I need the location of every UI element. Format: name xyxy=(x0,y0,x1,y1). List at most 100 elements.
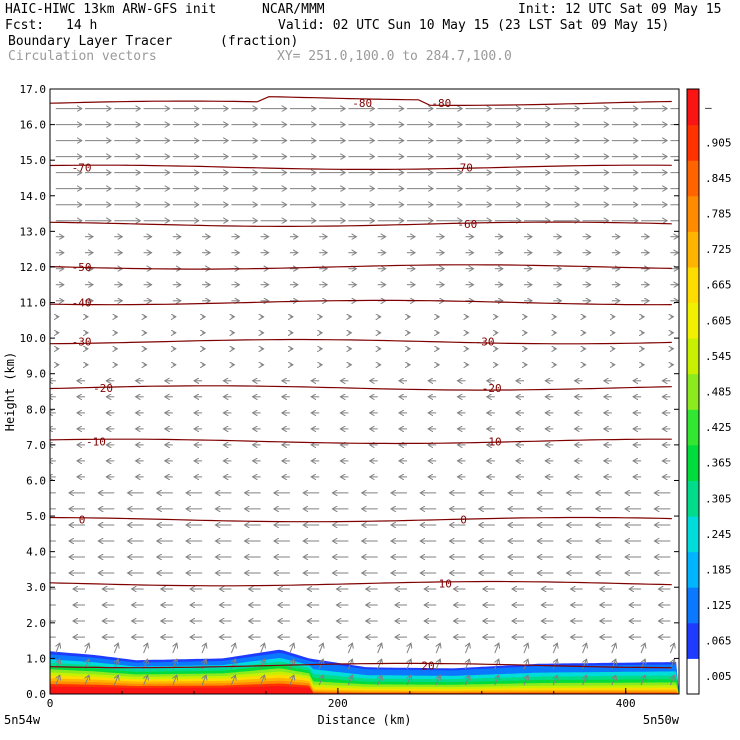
y-tick-label: 0.0 xyxy=(26,688,46,701)
contour-line xyxy=(50,299,672,306)
fcst-label: Fcst: xyxy=(5,18,45,33)
vector-arrow xyxy=(524,643,528,654)
colorbar-swatch xyxy=(687,266,699,303)
contour-line xyxy=(50,96,672,106)
vector-arrow xyxy=(553,659,557,670)
y-tick-label: 11.0 xyxy=(20,297,47,310)
colorbar-swatch xyxy=(687,373,699,410)
contour-line xyxy=(50,385,672,391)
vector-arrow xyxy=(114,675,118,686)
vector-arrow xyxy=(407,643,411,654)
cross-section-coords: XY= 251.0,100.0 to 284.7,100.0 xyxy=(277,49,512,64)
contour-label: -70 xyxy=(453,161,473,174)
vector-arrow xyxy=(348,643,352,654)
y-tick-label: 10.0 xyxy=(20,332,47,345)
colorbar-swatch xyxy=(687,160,699,197)
contour-line xyxy=(50,662,672,669)
vector-arrow xyxy=(319,675,323,686)
vector-arrow xyxy=(231,643,235,654)
vector-arrow xyxy=(290,659,294,670)
contour-line xyxy=(50,338,672,345)
y-tick-label: 13.0 xyxy=(20,225,47,238)
colorbar-swatch xyxy=(687,195,699,232)
y-tick-label: 12.0 xyxy=(20,261,47,274)
vector-arrow xyxy=(85,675,89,686)
colorbar-swatch xyxy=(687,231,699,268)
vector-arrow xyxy=(231,659,235,670)
colorbar-swatch xyxy=(687,551,699,588)
vector-arrow xyxy=(85,643,89,654)
y-tick-label: 2.0 xyxy=(26,617,46,630)
contour-label: -20 xyxy=(482,382,502,395)
contour-line xyxy=(50,438,672,445)
y-tick-label: 15.0 xyxy=(20,154,47,167)
vector-arrow xyxy=(56,675,60,686)
colorbar-label: .665 xyxy=(705,279,732,292)
colorbar-swatch xyxy=(687,587,699,624)
vector-arrow xyxy=(612,643,616,654)
vector-arrow xyxy=(612,675,616,686)
contour-label: 20 xyxy=(421,660,434,673)
x-axis-label: Distance (km) xyxy=(318,713,412,727)
colorbar-swatch xyxy=(687,516,699,553)
contour-line xyxy=(50,516,672,523)
x-endpoint-left: 5n54w xyxy=(4,713,41,727)
contour-label: -30 xyxy=(475,336,495,349)
contour-label: -20 xyxy=(93,382,113,395)
vector-arrow xyxy=(524,659,528,670)
colorbar-frame xyxy=(686,88,700,695)
colorbar-label: .605 xyxy=(705,314,732,327)
vector-arrow xyxy=(114,643,118,654)
vector-arrow xyxy=(290,675,294,686)
contour-label: -80 xyxy=(431,97,451,110)
x-tick-label: 0 xyxy=(47,697,54,710)
colorbar-swatch xyxy=(687,658,699,695)
contour-label: 10 xyxy=(439,578,452,591)
colorbar-label: .005 xyxy=(705,670,732,683)
colorbar-label: .905 xyxy=(705,136,732,149)
contour-label: -40 xyxy=(72,297,92,310)
vector-arrow xyxy=(407,659,411,670)
y-tick-label: 4.0 xyxy=(26,546,46,559)
y-tick-label: 8.0 xyxy=(26,403,46,416)
colorbar-swatch xyxy=(687,302,699,339)
y-tick-label: 5.0 xyxy=(26,510,46,523)
vector-arrow xyxy=(495,675,499,686)
colorbar-swatch xyxy=(687,89,699,126)
vector-arrow xyxy=(261,643,265,654)
contour-line xyxy=(50,221,672,227)
vector-arrow xyxy=(144,643,148,654)
vector-arrow xyxy=(553,675,557,686)
y-tick-label: 6.0 xyxy=(26,474,46,487)
vector-arrow xyxy=(173,675,177,686)
colorbar-label: .845 xyxy=(705,172,732,185)
contour-label: -70 xyxy=(72,161,92,174)
vector-arrow xyxy=(56,659,60,670)
vector-arrow xyxy=(436,643,440,654)
x-tick-label: 400 xyxy=(616,697,636,710)
contour-label: -80 xyxy=(352,97,372,110)
vector-arrow xyxy=(319,643,323,654)
vector-arrow xyxy=(495,643,499,654)
y-axis-label: Height (km) xyxy=(3,352,17,431)
contour-line xyxy=(50,164,672,170)
vector-arrow xyxy=(202,675,206,686)
colorbar-swatch xyxy=(687,444,699,481)
colorbar-label: .185 xyxy=(705,563,732,576)
vector-arrow xyxy=(144,675,148,686)
vector-arrow xyxy=(436,675,440,686)
field-units: (fraction) xyxy=(220,34,299,49)
x-endpoint-right: 5n50w xyxy=(643,713,680,727)
y-tick-label: 17.0 xyxy=(20,83,47,96)
vector-arrow xyxy=(641,643,645,654)
vector-arrow xyxy=(378,643,382,654)
plot-frame xyxy=(49,88,680,695)
colorbar-swatch xyxy=(687,480,699,517)
tracer-band-11 xyxy=(50,686,679,694)
field-name: Boundary Layer Tracer xyxy=(8,34,173,49)
contour-label: 0 xyxy=(79,514,86,527)
vector-label: Circulation vectors xyxy=(8,49,157,64)
vector-arrow xyxy=(583,675,587,686)
temperature-contours: -80 -80 -70 -70 -60 -50 -40 -30 -30 -20 -20 -10 -10 0… xyxy=(50,96,672,673)
